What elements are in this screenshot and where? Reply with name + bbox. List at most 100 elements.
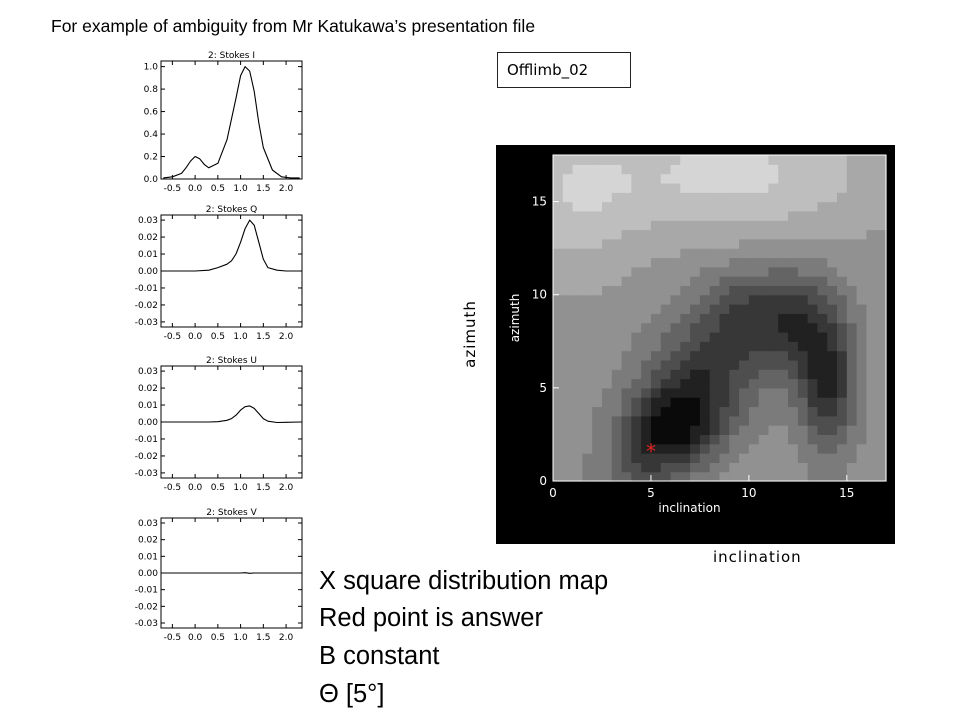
heatmap-cell	[670, 182, 681, 193]
heatmap-cell	[876, 182, 887, 193]
heatmap-cell	[768, 453, 779, 463]
heatmap-cell	[699, 378, 711, 389]
y-tick-label: 0.00	[138, 267, 158, 277]
heatmap-cell	[866, 173, 877, 184]
heatmap-cell	[856, 173, 868, 184]
heatmap-cell	[641, 173, 652, 184]
heatmap-cell	[641, 443, 652, 454]
heatmap-cell	[778, 182, 789, 193]
heatmap-cell	[660, 182, 672, 193]
heatmap-cell	[572, 238, 583, 249]
heatmap-cell	[670, 378, 681, 389]
heatmap-cell	[817, 192, 828, 203]
heatmap-cell	[846, 313, 858, 324]
heatmap-cell	[699, 415, 711, 426]
heatmap-cell	[778, 453, 789, 463]
heatmap-cell	[856, 415, 868, 426]
y-tick-label: 0.03	[138, 519, 158, 529]
heatmap-cell	[827, 313, 838, 324]
heatmap-cell	[837, 425, 848, 436]
heatmap-cell	[768, 406, 779, 417]
heatmap-cell	[641, 425, 652, 436]
heatmap-cell	[562, 434, 574, 445]
heatmap-cell	[788, 313, 799, 324]
heatmap-cell	[621, 210, 632, 221]
heatmap-cell	[621, 257, 632, 268]
x-tick-label: 1.0	[233, 332, 248, 342]
heatmap-cell	[739, 304, 750, 314]
heatmap-cell	[631, 285, 642, 296]
heatmap-cell	[582, 471, 593, 482]
heatmap-cell	[621, 322, 632, 333]
heatmap-cell	[817, 285, 828, 296]
heatmap-cell	[729, 155, 740, 165]
heatmap-cell	[817, 294, 828, 305]
heatmap-cell	[758, 322, 770, 333]
heatmap-cell	[582, 443, 593, 454]
heatmap-cell	[592, 210, 603, 221]
heatmap-cell	[807, 294, 819, 305]
heatmap-cell	[768, 462, 779, 473]
heatmap-cell	[562, 192, 574, 203]
x-tick-label: 0.5	[211, 332, 225, 342]
heatmap-cell	[758, 406, 770, 417]
heatmap-cell	[709, 164, 721, 175]
heatmap-cell	[788, 164, 799, 175]
heatmap-cell	[650, 266, 662, 277]
heatmap-cell	[699, 434, 711, 445]
heatmap-cell	[719, 425, 730, 436]
heatmap-cell	[719, 201, 730, 212]
heatmap-cell	[621, 173, 632, 184]
heatmap-cell	[680, 248, 691, 259]
heatmap-cell	[846, 155, 858, 165]
heatmap-cell	[768, 182, 779, 193]
map-x-tick-label: 10	[741, 486, 756, 500]
heatmap-cell	[650, 331, 662, 342]
heatmap-cell	[641, 164, 652, 175]
heatmap-cell	[807, 173, 819, 184]
heatmap-cell	[611, 257, 623, 268]
heatmap-cell	[582, 359, 593, 370]
heatmap-cell	[778, 322, 789, 333]
heatmap-cell	[768, 229, 779, 240]
heatmap-cell	[758, 248, 770, 259]
heatmap-cell	[699, 443, 711, 454]
heatmap-cell	[553, 387, 564, 398]
heatmap-cell	[631, 182, 642, 193]
heatmap-cell	[562, 406, 574, 417]
heatmap-cell	[748, 210, 760, 221]
heatmap-cell	[866, 238, 877, 249]
heatmap-cell	[631, 350, 642, 361]
heatmap-cell	[553, 434, 564, 445]
heatmap-cell	[709, 406, 721, 417]
heatmap-cell	[788, 155, 799, 165]
heatmap-cell	[611, 406, 623, 417]
heatmap-cell	[807, 434, 819, 445]
heatmap-cell	[690, 341, 701, 352]
heatmap-cell	[592, 341, 603, 352]
heatmap-cell	[709, 425, 721, 436]
heatmap-cell	[709, 210, 721, 221]
heatmap-cell	[807, 453, 819, 463]
heatmap-cell	[846, 387, 858, 398]
heatmap-cell	[778, 462, 789, 473]
heatmap-cell	[699, 266, 711, 277]
slide-title: For example of ambiguity from Mr Katukaw…	[51, 16, 536, 36]
heatmap-cell	[778, 210, 789, 221]
heatmap-cell	[680, 164, 691, 175]
heatmap-cell	[680, 425, 691, 436]
heatmap-cell	[562, 378, 574, 389]
heatmap-cell	[758, 155, 770, 165]
heatmap-cell	[650, 276, 662, 286]
heatmap-cell	[739, 387, 750, 398]
heatmap-cell	[739, 276, 750, 286]
heatmap-cell	[592, 453, 603, 463]
heatmap-cell	[719, 397, 730, 408]
heatmap-cell	[778, 220, 789, 231]
heatmap-cell	[778, 238, 789, 249]
heatmap-cell	[876, 369, 887, 380]
heatmap-cell	[846, 173, 858, 184]
heatmap-cell	[670, 331, 681, 342]
heatmap-cell	[827, 378, 838, 389]
heatmap-cell	[631, 369, 642, 380]
